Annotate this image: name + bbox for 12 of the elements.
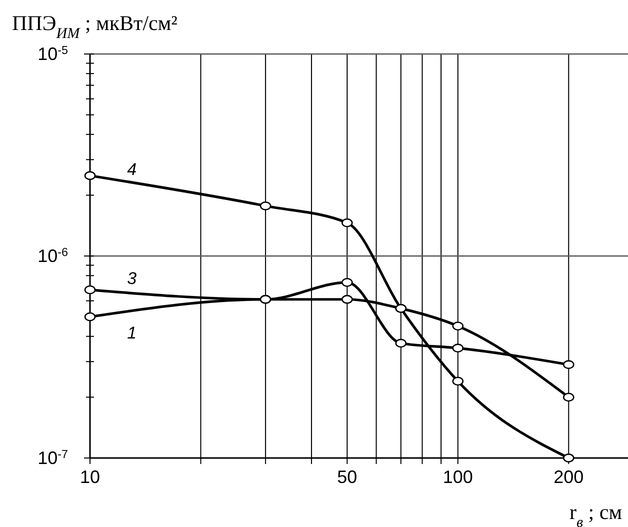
x-tick-label: 100 — [442, 467, 473, 487]
y-tick-label: 10$^{-5}$ — [38, 44, 68, 64]
x-tick-label: 10 — [80, 467, 100, 487]
x-tick-label: 200 — [554, 467, 584, 487]
y-axis-title: ППЭ$_{ИМ}$ ; мкВт/см² — [12, 11, 178, 42]
series-label: 4 — [127, 160, 137, 179]
y-tick-label: 10$^{-7}$ — [38, 448, 68, 468]
y-tick-label: 10$^{-6}$ — [38, 246, 68, 266]
series-label: 1 — [127, 324, 137, 343]
series-label: 3 — [127, 269, 138, 288]
x-tick-label: 50 — [337, 467, 358, 487]
x-axis-title: r$_{в}$ ; см — [569, 500, 622, 527]
